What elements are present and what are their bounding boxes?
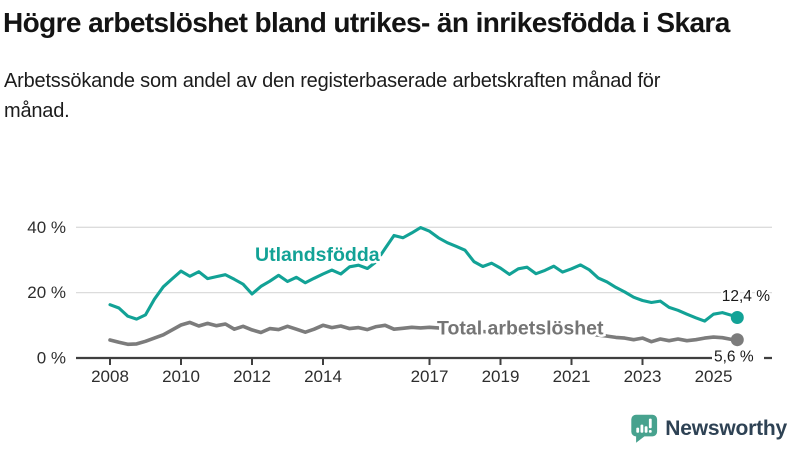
series-line-total [108, 320, 740, 347]
y-tick-label: 0 % [37, 349, 66, 368]
chart-header: Högre arbetslöshet bland utrikes- än inr… [3, 4, 797, 126]
bar-chart-speech-bubble-icon [631, 414, 658, 443]
x-tick-label: 2025 [695, 367, 733, 386]
chart-title: Högre arbetslöshet bland utrikes- än inr… [3, 7, 730, 38]
newsworthy-logo: Newsworthy [631, 414, 787, 443]
x-tick-label: 2012 [233, 367, 271, 386]
x-tick-label: 2019 [482, 367, 520, 386]
x-tick-label: 2010 [162, 367, 200, 386]
end-value-label-total: 5,6 % [714, 349, 754, 366]
end-value-label-bg [712, 347, 764, 365]
newsworthy-brand-name: Newsworthy [665, 416, 787, 440]
series-label-utlandsfodda: Utlandsfödda [255, 244, 380, 266]
x-tick-label: 2017 [411, 367, 449, 386]
y-tick-label: 20 % [27, 283, 66, 302]
x-tick-label: 2008 [91, 367, 129, 386]
series-end-dot [730, 333, 744, 347]
chart-subtitle: Arbetssökande som andel av den registerb… [4, 70, 661, 122]
x-tick-label: 2023 [624, 367, 662, 386]
end-value-label-utlandsfodda: 12,4 % [722, 288, 770, 305]
series-label-total-arbetsloshet: Total arbetslöshet [437, 318, 604, 340]
x-tick-label: 2014 [304, 367, 342, 386]
y-tick-label: 40 % [27, 218, 66, 237]
series-line-utlandsfodda [108, 226, 739, 323]
x-tick-label: 2021 [553, 367, 591, 386]
series-end-dot [730, 310, 744, 324]
